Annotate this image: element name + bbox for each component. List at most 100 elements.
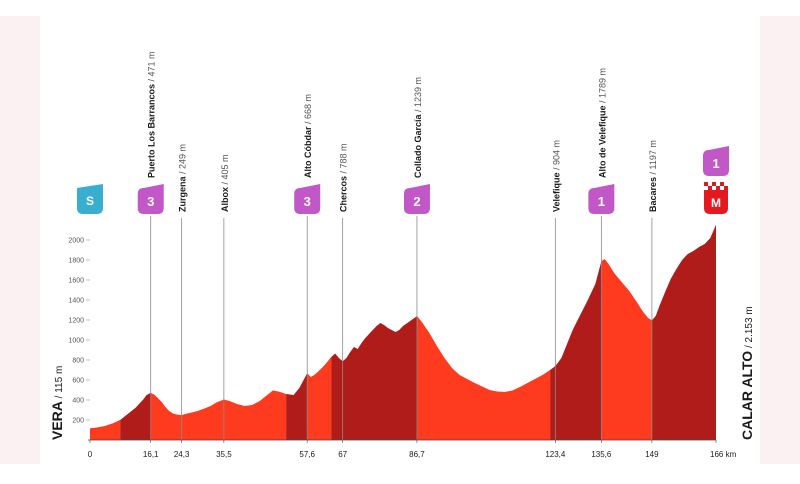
profile-segment-8 bbox=[417, 316, 551, 440]
waypoint-label-layer: Puerto Los Barrancos / 471 m Zurgena / 24… bbox=[147, 51, 658, 212]
waypoint-name-4: Alto Cóbdar bbox=[303, 126, 313, 178]
waypoint-name-8: Alto de Velefique bbox=[597, 105, 607, 178]
finish-checker-1-1 bbox=[708, 186, 712, 190]
y-tick-label-1600: 1600 bbox=[68, 278, 84, 285]
y-tick-label-1400: 1400 bbox=[68, 298, 84, 305]
waypoint-name-5: Chercos bbox=[339, 176, 349, 212]
finish-checker-0-1 bbox=[704, 186, 708, 190]
finish-checker-5-0 bbox=[724, 182, 728, 186]
profile-segment-start bbox=[90, 420, 121, 440]
waypoint-alt-7: / 904 m bbox=[551, 140, 561, 173]
x-tick-label-8: 123,4 bbox=[545, 450, 566, 459]
profile-segment-mid bbox=[307, 357, 332, 440]
x-tick-label-4: 35,5 bbox=[216, 450, 232, 459]
finish-checker-1-0 bbox=[708, 182, 712, 186]
x-tick-label-10: 149 bbox=[645, 450, 659, 459]
climb-badge-1-label: 3 bbox=[147, 194, 154, 209]
y-tick-label-800: 800 bbox=[72, 358, 84, 365]
waypoint-alt-3: / 405 m bbox=[220, 154, 230, 187]
waypoint-name-7: Velefique bbox=[551, 172, 561, 212]
finish-checker-4-0 bbox=[720, 182, 724, 186]
waypoint-name-9: Bacares bbox=[648, 177, 658, 212]
waypoint-alt-6: / 1239 m bbox=[413, 77, 423, 115]
finish-alt: / 2.153 m bbox=[744, 306, 755, 350]
profile-segment-10 bbox=[601, 259, 652, 440]
waypoint-label-7: Velefique / 904 m bbox=[551, 140, 561, 212]
waypoint-line-layer bbox=[150, 216, 653, 440]
profile-layer bbox=[90, 224, 716, 440]
start-label: VERA / 115 m bbox=[49, 366, 65, 440]
x-tick-label-11: 166 km bbox=[710, 450, 737, 459]
x-tick-label-9: 135,6 bbox=[591, 450, 612, 459]
finish-climb-badge-label: 1 bbox=[712, 156, 719, 171]
x-tick-label-7: 86,7 bbox=[409, 450, 425, 459]
waypoint-alt-1: / 471 m bbox=[147, 51, 157, 84]
climb-badge-6-label: 2 bbox=[413, 194, 420, 209]
waypoint-label-4: Alto Cóbdar / 668 m bbox=[303, 94, 313, 178]
y-tick-label-1800: 1800 bbox=[68, 258, 84, 265]
finish-label: CALAR ALTO / 2.153 m bbox=[739, 306, 755, 440]
start-badge-label: S bbox=[86, 194, 94, 208]
finish-checker-0-0 bbox=[704, 182, 708, 186]
y-tick-label-1000: 1000 bbox=[68, 338, 84, 345]
waypoint-label-2: Zurgena / 249 m bbox=[178, 144, 188, 212]
x-tick-label-5: 57,6 bbox=[299, 450, 315, 459]
climb-badge-6-shape bbox=[403, 184, 430, 214]
right-margin-band bbox=[760, 16, 800, 464]
y-tick-layer: 200 400 600 800 1000 1200 1400 1600 1800 2000 bbox=[68, 238, 90, 425]
climb-badge-1-shape bbox=[137, 184, 164, 214]
x-tick-label-6: 67 bbox=[338, 450, 347, 459]
climb-badge-4-shape bbox=[294, 184, 321, 214]
waypoint-alt-4: / 668 m bbox=[303, 94, 313, 127]
waypoint-alt-2: / 249 m bbox=[178, 144, 188, 177]
start-name: VERA bbox=[49, 401, 65, 440]
y-tick-label-2000: 2000 bbox=[68, 238, 84, 245]
profile-segment-9 bbox=[550, 261, 602, 440]
profile-segment-6 bbox=[331, 353, 343, 440]
climb-badge-8-label: 1 bbox=[598, 194, 605, 209]
start-alt: / 115 m bbox=[54, 366, 65, 401]
y-tick-label-1200: 1200 bbox=[68, 318, 84, 325]
y-tick-label-200: 200 bbox=[72, 418, 84, 425]
finish-climb-badge-shape bbox=[703, 146, 729, 176]
y-tick-label-600: 600 bbox=[72, 378, 84, 385]
waypoint-name-1: Puerto Los Barrancos bbox=[147, 84, 157, 178]
waypoint-label-1: Puerto Los Barrancos / 471 m bbox=[147, 51, 157, 178]
finish-name: CALAR ALTO bbox=[739, 351, 755, 440]
waypoint-name-2: Zurgena bbox=[178, 176, 188, 212]
x-tick-label-1: 0 bbox=[88, 450, 93, 459]
finish-checker-2-1 bbox=[712, 186, 716, 190]
waypoint-label-3: Albox / 405 m bbox=[220, 154, 230, 212]
waypoint-label-5: Chercos / 788 m bbox=[339, 143, 349, 212]
finish-checker-5-1 bbox=[724, 186, 728, 190]
profile-segment-4 bbox=[286, 373, 308, 440]
finish-checker-3-0 bbox=[716, 182, 720, 186]
x-tick-label-2: 16,1 bbox=[143, 450, 159, 459]
profile-segment-2 bbox=[120, 392, 151, 440]
finish-checker-2-0 bbox=[712, 182, 716, 186]
waypoint-alt-5: / 788 m bbox=[339, 143, 349, 176]
waypoint-name-3: Albox bbox=[220, 187, 230, 212]
finish-badge-shape bbox=[704, 190, 728, 214]
x-tick-label-3: 24,3 bbox=[174, 450, 190, 459]
profile-segment-11 bbox=[651, 224, 716, 440]
climb-badge-8-shape bbox=[588, 184, 615, 214]
waypoint-name-6: Collado García bbox=[413, 113, 423, 178]
start-badge-shape bbox=[77, 184, 103, 214]
profile-segment-7 bbox=[342, 316, 417, 440]
waypoint-label-8: Alto de Velefique / 1789 m bbox=[597, 68, 607, 178]
y-tick-label-400: 400 bbox=[72, 398, 84, 405]
endpoint-label-layer: VERA / 115 m CALAR ALTO / 2.153 m bbox=[49, 306, 755, 440]
waypoint-alt-9: / 1197 m bbox=[648, 140, 658, 177]
climb-badge-4-label: 3 bbox=[304, 194, 311, 209]
x-axis-layer: 0 16,1 24,3 35,5 57,6 67 86,7 123,4 135,6 149 166 … bbox=[88, 439, 737, 459]
left-margin-band bbox=[0, 16, 40, 464]
finish-badge-label: M bbox=[711, 196, 721, 210]
waypoint-alt-8: / 1789 m bbox=[597, 68, 607, 106]
waypoint-label-6: Collado García / 1239 m bbox=[413, 77, 423, 178]
finish-checker-3-1 bbox=[716, 186, 720, 190]
badge-layer: 3 3 2 1 S 1 M bbox=[77, 146, 729, 214]
finish-checker-4-1 bbox=[720, 186, 724, 190]
waypoint-label-9: Bacares / 1197 m bbox=[648, 140, 658, 212]
